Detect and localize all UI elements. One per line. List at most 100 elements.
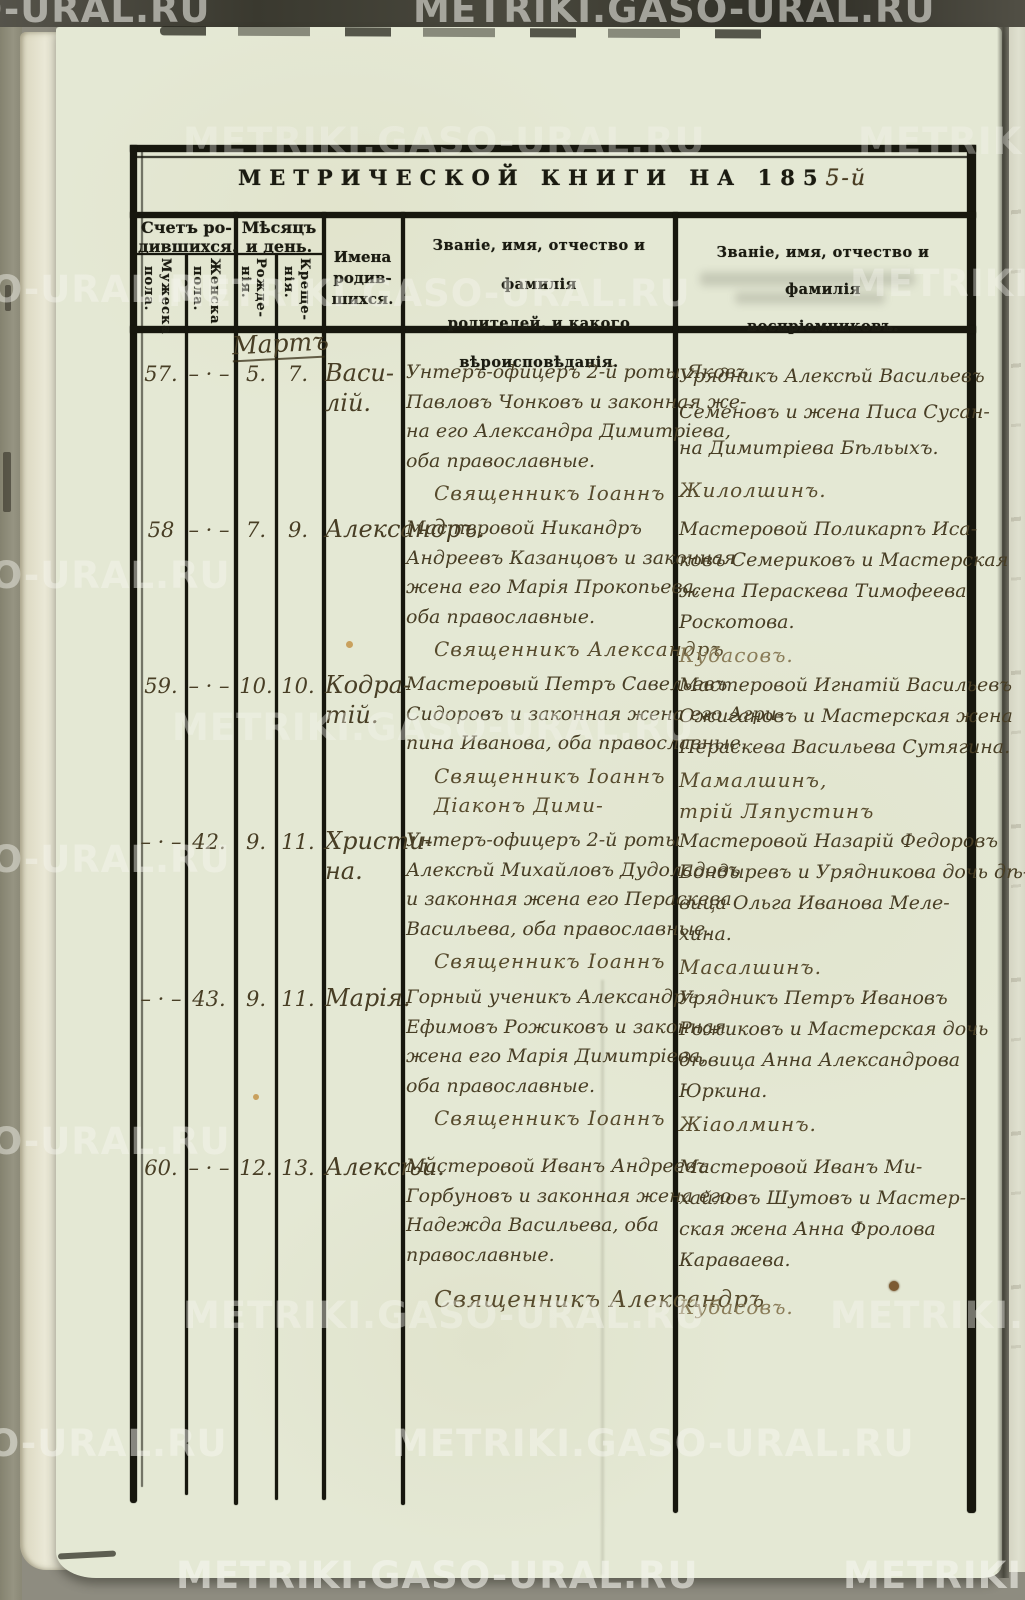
- next-page-sliver: [1009, 27, 1025, 1572]
- header-parents-line1: Званіе, имя, отчество и фамилія: [432, 237, 646, 293]
- godparents-entry: Мастеровой Иванъ Ми-хайловъ Шутовъ и Мас…: [679, 1152, 979, 1323]
- count-group-rule: [137, 253, 235, 255]
- godparents-entry: Мастеровой Поликарпъ Иса-ковъ Семериковъ…: [679, 514, 1009, 671]
- birth-day: 9.: [245, 830, 267, 854]
- table-border-left-inner: [141, 152, 143, 1487]
- table-border-left: [130, 145, 137, 1503]
- clergy-signature: Священникъ Александръ: [434, 637, 725, 661]
- male-count: 60.: [144, 1156, 178, 1180]
- column-line-date-names: [322, 212, 326, 1500]
- parents-entry: Горный ученикъ Александръ Ефимовъ Рожиков…: [406, 983, 727, 1134]
- godparents-entry: Урядникъ Петръ Ивановъ Рожиковъ и Мастерс…: [679, 983, 989, 1140]
- female-count: 43.: [192, 987, 226, 1011]
- subheader-female-sex: Женска: [207, 258, 222, 325]
- baptism-day: 13.: [281, 1156, 315, 1180]
- header-godparents-line2: воспріемниковъ.: [747, 318, 899, 335]
- header-names-line1: Имена: [333, 248, 392, 266]
- female-count: – · –: [188, 674, 230, 698]
- female-count: – · –: [188, 362, 230, 386]
- female-count: – · –: [188, 1156, 230, 1180]
- parents-entry: Мастеровой Иванъ Андреевъ Горбуновъ и зак…: [406, 1152, 766, 1316]
- header-rule-top: [130, 212, 976, 218]
- godparents-text: Мастеровой Иванъ Ми-хайловъ Шутовъ и Мас…: [679, 1156, 967, 1271]
- header-date-group: Мѣсяцъ и день.: [235, 218, 323, 256]
- birth-day: 10.: [239, 674, 273, 698]
- parents-entry: Унтеръ-офицеръ 2-й роты Алексѣй Михайловъ…: [406, 826, 741, 977]
- header-names-line2: родив-: [333, 269, 392, 287]
- parents-entry: Мастеровой Никандръ Андреевъ Казанцовъ и …: [406, 514, 736, 665]
- parents-text: Унтеръ-офицеръ 2-й роты Алексѣй Михайловъ…: [406, 829, 741, 940]
- clergy-signature: Священникъ Александръ: [434, 1287, 766, 1313]
- page-title-printed: МЕТРИЧЕСКОЙ КНИГИ НА 185: [237, 165, 826, 190]
- male-count: – · –: [140, 830, 182, 854]
- godparents-text: Урядникъ Петръ Ивановъ Рожиковъ и Мастерс…: [679, 987, 989, 1102]
- header-godparents-col: Званіе, имя, отчество и фамилія воспріем…: [678, 234, 968, 345]
- male-count: 59.: [144, 674, 178, 698]
- godparents-text: Урядникъ Алексѣй Васильевъ Семеновъ и жен…: [679, 365, 990, 459]
- baptism-day: 9.: [287, 518, 309, 542]
- column-line-male-female: [185, 255, 188, 1495]
- foxing-spot: [253, 1094, 259, 1100]
- subheader-baptism-day: Креще-: [297, 258, 312, 321]
- page-sheet: [56, 27, 1002, 1578]
- male-count: – · –: [140, 987, 182, 1011]
- subheader-male-sex-2: пола.: [141, 266, 156, 312]
- subheader-birth-day-2: нія.: [238, 266, 253, 299]
- gutter-ink-mark: [3, 452, 11, 512]
- child-name: Алексѣй.: [325, 1153, 445, 1181]
- parents-text: Мастеровой Никандръ Андреевъ Казанцовъ и …: [406, 517, 736, 628]
- binding-seam: [997, 27, 1009, 1578]
- page-title-handwritten-year: 5-й: [825, 166, 868, 191]
- clergy-signature-cont: Кубасовъ.: [679, 1295, 794, 1319]
- scan-top-edge: [0, 0, 1025, 27]
- clergy-signature: Священникъ Іоаннъ: [434, 949, 666, 973]
- clergy-signature-cont: Мамалшинъ, трій Ляпустинъ: [679, 768, 875, 823]
- header-count-line1: Счетъ ро-: [141, 218, 232, 237]
- parents-entry: Мастеровый Петръ Савельевъ Сидоровъ и зак…: [406, 670, 784, 821]
- table-border-top-inner: [137, 156, 968, 158]
- subheader-female-sex-2: пола.: [190, 266, 205, 312]
- clergy-signature-cont: Кубасовъ.: [679, 643, 794, 667]
- clergy-signature-cont: Жіаолминъ.: [679, 1112, 817, 1136]
- subheader-male-sex: Мужеска: [158, 258, 173, 335]
- godparents-text: Мастеровой Назарій Федоровъ Бондыревъ и У…: [679, 830, 1025, 945]
- parents-text: Унтеръ-офицеръ 2-й роты Яковъ Павловъ Чон…: [406, 361, 749, 472]
- birth-day: 5.: [245, 362, 267, 386]
- baptism-day: 7.: [287, 362, 309, 386]
- column-line-names-parents: [401, 212, 405, 1505]
- header-date-line1: Мѣсяцъ: [241, 218, 317, 237]
- header-count-line2: дившихся.: [138, 237, 238, 256]
- column-line-count-date: [234, 212, 238, 1505]
- male-count: 58: [147, 518, 175, 542]
- header-godparents-line1: Званіе, имя, отчество и фамилія: [716, 244, 930, 298]
- child-name: Кодра-тій.: [325, 671, 412, 729]
- parents-text: Мастеровой Иванъ Андреевъ Горбуновъ и зак…: [406, 1155, 732, 1266]
- subheader-birth-day: Рожде-: [253, 258, 268, 318]
- header-date-line2: и день.: [245, 237, 313, 256]
- ink-bleedthrough: [700, 272, 915, 286]
- female-count: 42.: [192, 830, 226, 854]
- clergy-signature-cont: Масалшинъ.: [679, 955, 822, 979]
- birth-day: 7.: [245, 518, 267, 542]
- godparents-text: Мастеровой Поликарпъ Иса-ковъ Семериковъ…: [679, 518, 1009, 633]
- gutter-ink-mark: [5, 285, 11, 311]
- table-border-top: [130, 145, 976, 152]
- table-border-right: [967, 145, 976, 1513]
- header-count-group: Счетъ ро- дившихся.: [138, 218, 238, 256]
- child-name: Александръ.: [325, 514, 485, 544]
- godparents-text: Мастеровой Игнатій Васильевъ Ожигановъ и …: [679, 674, 1013, 758]
- wormhole-spot: [889, 1281, 899, 1291]
- header-parents-col: Званіе, имя, отчество и фамилія родителе…: [406, 226, 672, 382]
- parents-text: Мастеровый Петръ Савельевъ Сидоровъ и зак…: [406, 673, 784, 754]
- clergy-signature: Священникъ Іоаннъ: [434, 1106, 666, 1130]
- female-count: – · –: [188, 518, 230, 542]
- godparents-entry: Мастеровой Игнатій Васильевъ Ожигановъ и …: [679, 670, 1013, 827]
- adjacent-page-ink: [1011, 120, 1021, 1420]
- clergy-signature: Священникъ Іоаннъ: [434, 481, 666, 505]
- parents-text: Горный ученикъ Александръ Ефимовъ Рожиков…: [406, 986, 727, 1097]
- child-name: Васи-лій.: [325, 359, 394, 417]
- header-parents-line2: родителей, и какого вѣроисповѣданія.: [447, 315, 631, 371]
- subheader-baptism-day-2: нія.: [281, 266, 296, 299]
- baptism-day: 10.: [281, 674, 315, 698]
- male-count: 57.: [144, 362, 178, 386]
